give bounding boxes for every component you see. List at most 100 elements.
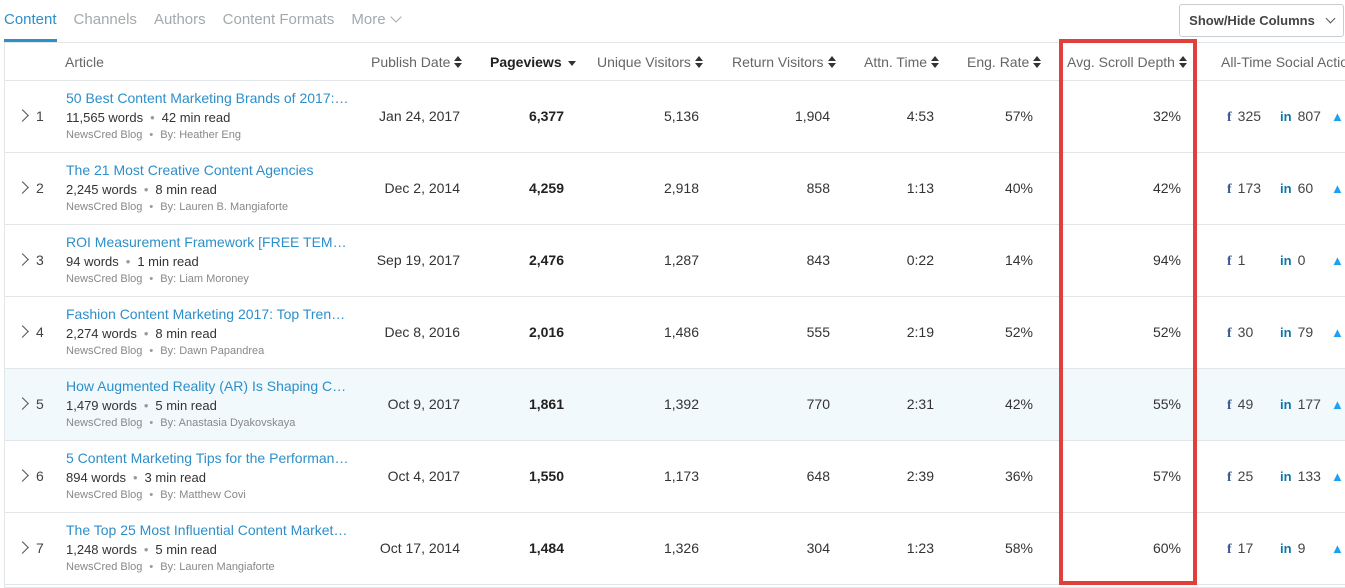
eng-rate-value: 42% [1004, 396, 1033, 412]
chevron-right-icon[interactable] [16, 181, 29, 194]
read-time: 8 min read [155, 326, 217, 341]
tab-authors[interactable]: Authors [153, 11, 206, 28]
social-twitter: ▲ [1331, 252, 1344, 268]
linkedin-icon: in [1280, 181, 1292, 196]
pageviews-value: 2,476 [528, 252, 564, 268]
table-row[interactable]: 7 The Top 25 Most Influential Content Mar… [5, 513, 1345, 585]
table-row[interactable]: 1 50 Best Content Marketing Brands of 201… [5, 81, 1345, 153]
separator-dot: • [149, 489, 154, 501]
attn-time-value: 2:19 [906, 324, 934, 340]
show-hide-columns-button[interactable]: Show/Hide Columns [1179, 4, 1344, 37]
social-facebook: f 30 [1227, 324, 1253, 342]
separator-dot: • [143, 398, 149, 413]
separator-dot: • [150, 110, 155, 125]
source-name: NewsCred Blog [66, 489, 143, 501]
pageviews-value: 1,861 [528, 396, 564, 412]
content-table: Article Publish Date Pageviews Unique Vi… [4, 42, 1345, 588]
col-eng-rate[interactable]: Eng. Rate [967, 54, 1042, 70]
col-unique-visitors[interactable]: Unique Visitors [597, 54, 703, 70]
chevron-right-icon[interactable] [16, 541, 29, 554]
article-title-link[interactable]: The 21 Most Creative Content Agencies [66, 162, 314, 178]
table-row[interactable]: 5 How Augmented Reality (AR) Is Shaping C… [5, 369, 1345, 441]
col-social-actions[interactable]: All-Time Social Actions [1221, 54, 1345, 70]
article-meta: 2,274 words • 8 min read [66, 326, 217, 341]
row-rank: 4 [36, 324, 44, 340]
separator-dot: • [132, 470, 138, 485]
facebook-count: 1 [1237, 252, 1246, 268]
chevron-right-icon[interactable] [16, 397, 29, 410]
return-visitors-value: 770 [806, 396, 830, 412]
word-count: 1,479 words [66, 398, 137, 413]
table-row[interactable]: 3 ROI Measurement Framework [FREE TEMPLAT… [5, 225, 1345, 297]
source-name: NewsCred Blog [66, 417, 143, 429]
social-twitter: ▲ [1331, 468, 1344, 484]
row-rank: 5 [36, 396, 44, 412]
read-time: 3 min read [144, 470, 206, 485]
twitter-icon: ▲ [1331, 541, 1344, 556]
pageviews-value: 4,259 [528, 180, 564, 196]
return-visitors-value: 858 [806, 180, 830, 196]
tab-more[interactable]: More [351, 0, 402, 42]
article-title-link[interactable]: ROI Measurement Framework [FREE TEMPLATE… [66, 234, 351, 250]
eng-rate-value: 36% [1004, 468, 1033, 484]
twitter-icon: ▲ [1331, 109, 1344, 124]
col-attn-time[interactable]: Attn. Time [864, 54, 940, 70]
return-visitors-value: 304 [806, 540, 830, 556]
tab-content[interactable]: Content [4, 0, 57, 42]
separator-dot: • [149, 561, 154, 573]
table-row[interactable]: 6 5 Content Marketing Tips for the Perfor… [5, 441, 1345, 513]
table-row[interactable]: 4 Fashion Content Marketing 2017: Top Tre… [5, 297, 1345, 369]
social-twitter: ▲ [1331, 108, 1344, 124]
tab-content-formats[interactable]: Content Formats [222, 11, 335, 28]
sort-icon [1033, 56, 1042, 68]
article-meta: 1,479 words • 5 min read [66, 398, 217, 413]
read-time: 5 min read [155, 542, 217, 557]
author-name: By: Dawn Papandrea [160, 345, 265, 357]
twitter-icon: ▲ [1331, 253, 1344, 268]
unique-visitors-value: 5,136 [663, 108, 699, 124]
facebook-icon: f [1227, 110, 1232, 125]
word-count: 94 words [66, 254, 119, 269]
chevron-right-icon[interactable] [16, 469, 29, 482]
separator-dot: • [149, 129, 154, 141]
read-time: 5 min read [155, 398, 217, 413]
article-title-link[interactable]: Fashion Content Marketing 2017: Top Tren… [66, 306, 351, 322]
social-facebook: f 49 [1227, 396, 1253, 414]
show-hide-columns-label: Show/Hide Columns [1189, 13, 1315, 28]
facebook-icon: f [1227, 542, 1232, 557]
source-name: NewsCred Blog [66, 273, 143, 285]
article-title-link[interactable]: 5 Content Marketing Tips for the Perform… [66, 450, 351, 466]
col-publish-date[interactable]: Publish Date [371, 54, 463, 70]
publish-date: Dec 2, 2014 [384, 180, 461, 196]
table-row[interactable]: 2 The 21 Most Creative Content Agencies 2,… [5, 153, 1345, 225]
social-facebook: f 325 [1227, 108, 1261, 126]
sort-icon [1178, 56, 1187, 68]
article-meta: 894 words • 3 min read [66, 470, 206, 485]
article-title-link[interactable]: How Augmented Reality (AR) Is Shaping Co… [66, 378, 351, 394]
article-title-link[interactable]: 50 Best Content Marketing Brands of 2017… [66, 90, 351, 106]
chevron-right-icon[interactable] [16, 325, 29, 338]
social-linkedin: in 177 [1280, 396, 1321, 412]
attn-time-value: 1:23 [906, 540, 934, 556]
return-visitors-value: 555 [806, 324, 830, 340]
publish-date: Dec 8, 2016 [384, 324, 461, 340]
social-twitter: ▲ [1331, 540, 1344, 556]
article-meta: 11,565 words • 42 min read [66, 110, 230, 125]
col-pageviews[interactable]: Pageviews [490, 54, 576, 70]
row-rank: 3 [36, 252, 44, 268]
linkedin-count: 60 [1297, 180, 1314, 196]
tab-channels[interactable]: Channels [73, 11, 137, 28]
chevron-right-icon[interactable] [16, 253, 29, 266]
social-linkedin: in 133 [1280, 468, 1321, 484]
social-linkedin: in 9 [1280, 540, 1305, 556]
social-facebook: f 173 [1227, 180, 1261, 198]
col-article: Article [65, 54, 104, 70]
chevron-right-icon[interactable] [16, 109, 29, 122]
col-scroll-depth[interactable]: Avg. Scroll Depth [1067, 54, 1187, 70]
unique-visitors-value: 1,173 [663, 468, 699, 484]
col-return-visitors[interactable]: Return Visitors [732, 54, 836, 70]
facebook-icon: f [1227, 254, 1232, 269]
article-title-link[interactable]: The Top 25 Most Influential Content Mark… [66, 522, 351, 538]
attn-time-value: 4:53 [906, 108, 934, 124]
article-meta: 2,245 words • 8 min read [66, 182, 217, 197]
